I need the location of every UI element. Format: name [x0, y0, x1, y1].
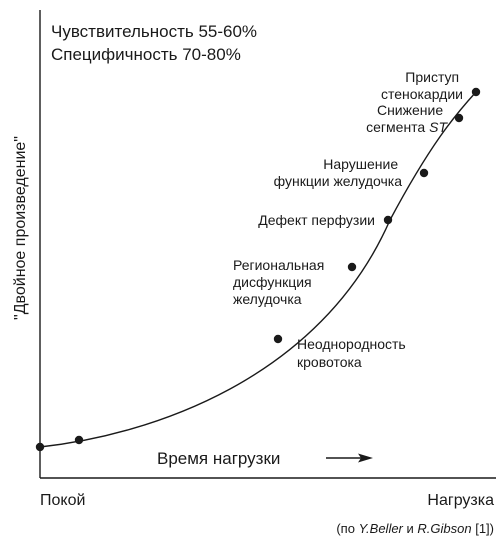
specificity-text: Специфичность 70-80%	[51, 45, 241, 64]
stage-point-rest	[35, 442, 45, 452]
label-ventricular-dysfunction: Нарушение функции желудочка	[274, 156, 403, 189]
source-citation: (по Y.Beller и R.Gibson [1])	[336, 521, 494, 536]
stage-point-angina	[471, 87, 481, 97]
stage-point-early-load	[74, 435, 84, 445]
stage-point-perfusion-heterogeneity	[273, 334, 283, 344]
label-st-depression: Снижение сегмента ST	[366, 102, 448, 135]
stage-point-st-depression	[454, 113, 464, 123]
label-perfusion-defect: Дефект перфузии	[258, 212, 375, 228]
label-angina: Приступ стенокардии	[381, 69, 463, 102]
y-axis-label: "Двойное произведение"	[12, 136, 29, 320]
label-perfusion-heterogeneity: Неоднородность кровотока	[297, 336, 410, 370]
stage-point-perfusion-defect	[383, 215, 393, 225]
stage-point-regional-dysfunction	[347, 262, 357, 272]
sensitivity-text: Чувствительность 55-60%	[51, 22, 257, 41]
label-regional-dysfunction: Региональная дисфункция желудочка	[233, 257, 328, 307]
x-start-label: Покой	[40, 492, 85, 509]
x-end-label: Нагрузка	[427, 492, 494, 509]
x-arrow-label: Время нагрузки	[157, 449, 280, 468]
ischemic-cascade-curve	[39, 91, 477, 448]
stage-point-ventricular-dysfunction	[419, 168, 429, 178]
time-arrow-head	[358, 453, 373, 463]
